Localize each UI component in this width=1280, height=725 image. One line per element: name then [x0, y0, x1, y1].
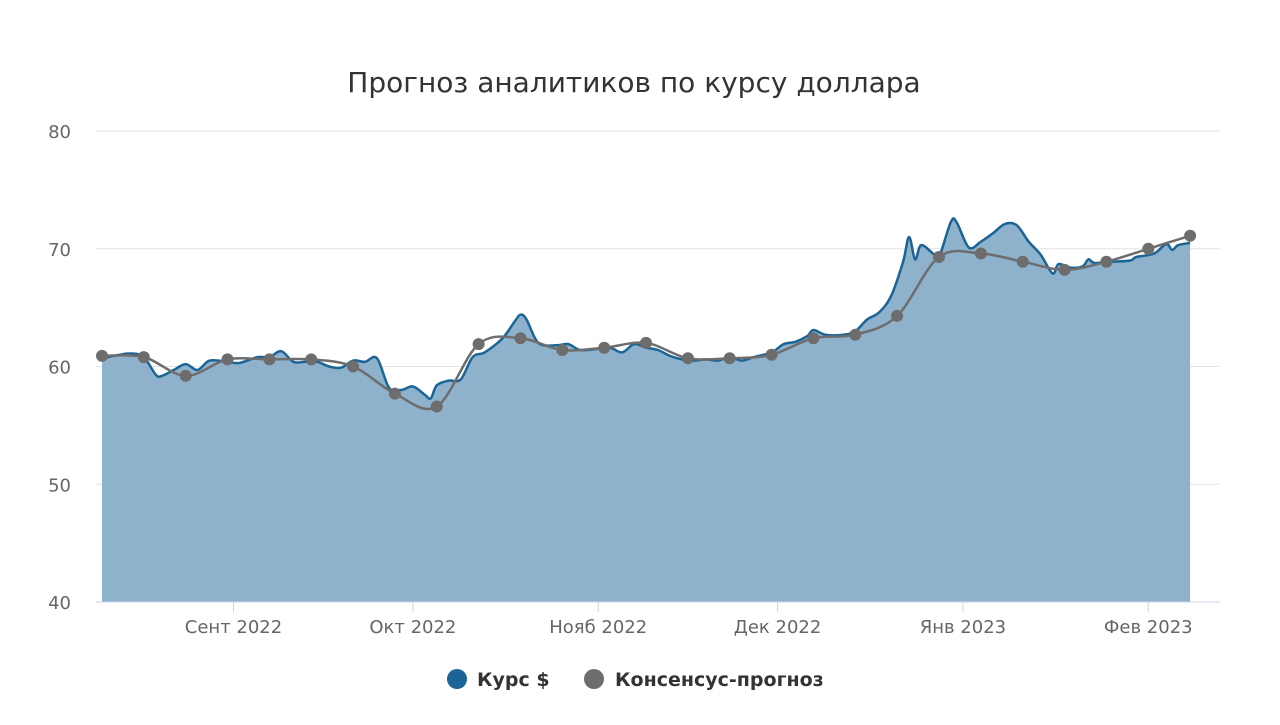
x-tick-label: Фев 2023 [1104, 617, 1193, 638]
consensus-point[interactable] [430, 400, 443, 413]
series-kurs-area [101, 217, 1191, 602]
consensus-point[interactable] [640, 336, 652, 349]
series-consensus [96, 229, 1197, 413]
consensus-point[interactable] [263, 353, 276, 366]
consensus-point[interactable] [96, 349, 108, 362]
consensus-point[interactable] [1142, 242, 1155, 255]
consensus-point[interactable] [974, 247, 987, 260]
consensus-point[interactable] [179, 369, 192, 382]
consensus-point[interactable] [849, 328, 862, 341]
x-tick-label: Нояб 2022 [549, 617, 647, 638]
consensus-point[interactable] [556, 344, 569, 356]
legend-item-kurs[interactable]: Курс $ [447, 669, 550, 691]
consensus-point[interactable] [1058, 263, 1071, 276]
consensus-point[interactable] [1184, 229, 1197, 242]
consensus-point[interactable] [807, 332, 820, 345]
chart-title: Прогноз аналитиков по курсу доллара [347, 66, 920, 99]
kurs-area-fill [102, 218, 1191, 602]
consensus-point[interactable] [933, 251, 945, 263]
x-axis: Сент 2022 Окт 2022 Нояб 2022 Дек 2022 Янв 20… [185, 602, 1193, 638]
legend-marker-consensus [584, 669, 604, 689]
consensus-point[interactable] [723, 352, 736, 365]
consensus-point[interactable] [514, 332, 527, 345]
x-tick-label: Окт 2022 [369, 617, 456, 638]
y-tick-label: 40 [48, 593, 71, 614]
legend-label-consensus: Консенсус-прогноз [615, 669, 824, 691]
consensus-point[interactable] [1016, 255, 1029, 268]
y-tick-label: 80 [48, 122, 71, 143]
x-tick-label: Янв 2023 [920, 617, 1006, 638]
consensus-point[interactable] [137, 351, 150, 364]
legend-label-kurs: Курс $ [477, 669, 550, 691]
consensus-point[interactable] [472, 338, 485, 351]
consensus-point[interactable] [598, 341, 611, 354]
consensus-point[interactable] [891, 309, 904, 322]
legend-marker-kurs [447, 669, 467, 689]
y-tick-label: 70 [48, 240, 71, 261]
y-axis: 80 70 60 50 40 [48, 122, 71, 614]
consensus-point[interactable] [765, 348, 778, 361]
x-tick-label: Сент 2022 [185, 617, 282, 638]
consensus-point[interactable] [221, 353, 234, 366]
consensus-point[interactable] [681, 352, 694, 365]
legend-item-consensus[interactable]: Консенсус-прогноз [584, 669, 824, 691]
consensus-point[interactable] [305, 353, 318, 366]
kurs-line[interactable] [101, 217, 1191, 400]
x-tick-label: Дек 2022 [734, 617, 822, 638]
y-tick-label: 50 [48, 475, 71, 496]
y-tick-label: 60 [48, 358, 71, 379]
consensus-point[interactable] [1100, 255, 1113, 268]
consensus-point[interactable] [388, 387, 401, 400]
legend: Курс $ Консенсус-прогноз [447, 669, 824, 691]
consensus-point[interactable] [347, 360, 360, 373]
